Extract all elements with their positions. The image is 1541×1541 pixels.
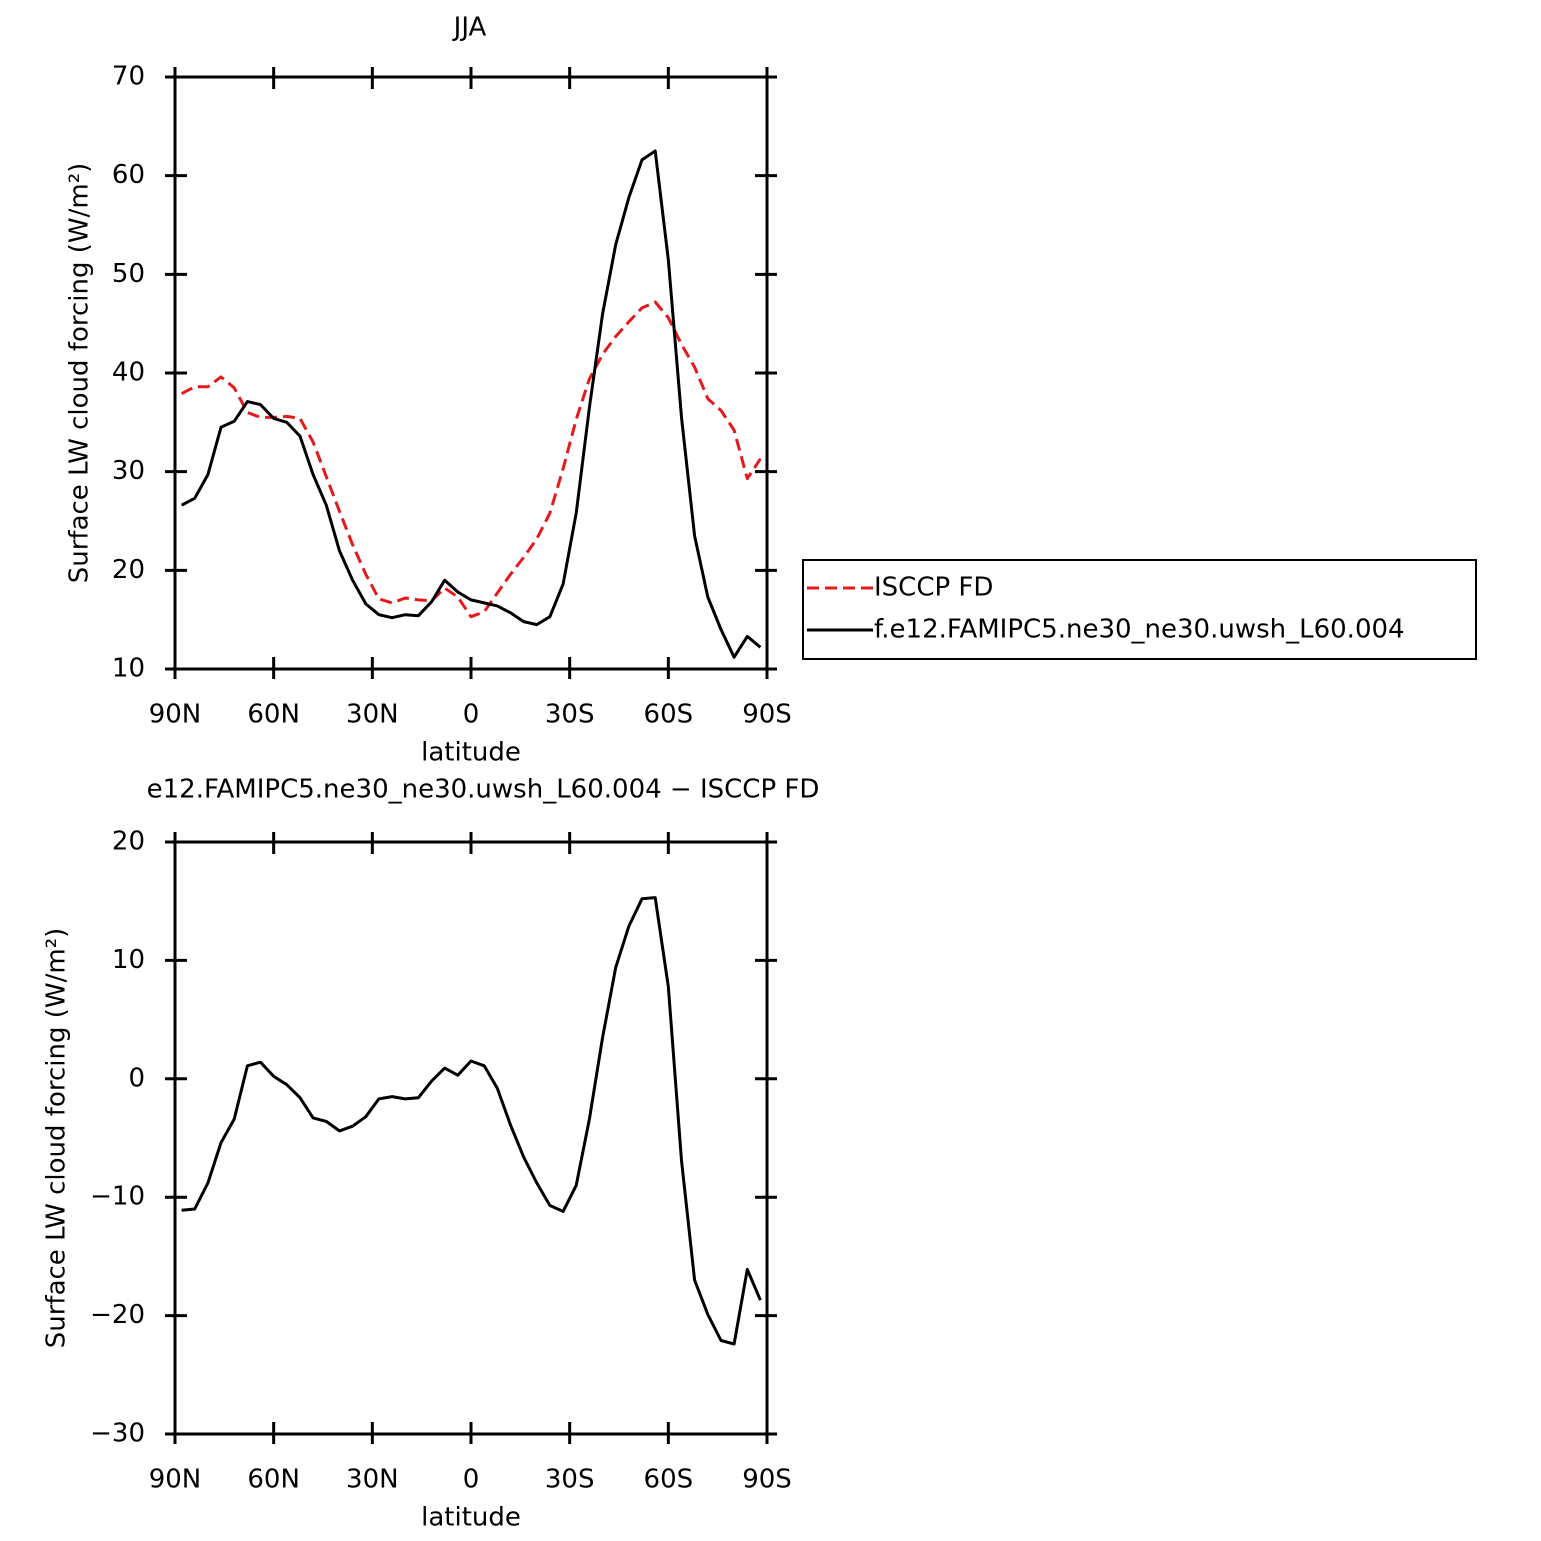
x-tick-label: 90N [149,700,202,730]
y-tick-label: 20 [112,555,145,585]
y-tick-label: 0 [128,1063,145,1093]
x-tick-label: 60N [247,700,300,730]
y-tick-label: 20 [112,827,145,857]
legend-label: f.e12.FAMIPC5.ne30_ne30.uwsh_L60.004 [874,615,1405,645]
data-line [180,300,762,619]
y-tick-label: 50 [112,259,145,289]
x-tick-label: 30S [545,700,595,730]
x-tick-label: 60N [247,1465,300,1495]
y-tick-label: −10 [90,1182,145,1212]
x-axis-label: latitude [421,738,521,768]
x-tick-label: 0 [463,1465,480,1495]
y-tick-label: 60 [112,160,145,190]
y-tick-label: −30 [90,1419,145,1449]
plot-frame [173,840,769,1436]
y-tick-label: 70 [112,62,145,92]
x-tick-label: 30S [545,1465,595,1495]
x-tick-label: 0 [463,700,480,730]
y-tick-label: 40 [112,358,145,388]
x-tick-label: 60S [644,1465,694,1495]
legend-label: ISCCP FD [874,573,993,603]
y-axis-label: Surface LW cloud forcing (W/m²) [42,928,72,1349]
x-tick-label: 60S [644,700,694,730]
data-line [180,149,762,659]
chart-title: e12.FAMIPC5.ne30_ne30.uwsh_L60.004 − ISC… [147,775,820,805]
x-tick-label: 90S [742,1465,792,1495]
y-tick-label: −20 [90,1300,145,1330]
y-tick-label: 10 [112,654,145,684]
legend-box [802,559,1477,660]
x-tick-label: 30N [346,1465,399,1495]
x-axis-label: latitude [421,1503,521,1533]
x-tick-label: 90N [149,1465,202,1495]
data-line [181,896,762,1346]
x-tick-label: 90S [742,700,792,730]
chart-title: JJA [452,13,487,43]
x-tick-label: 30N [346,700,399,730]
y-tick-label: 10 [112,945,145,975]
y-axis-label: Surface LW cloud forcing (W/m²) [65,163,95,584]
y-tick-label: 30 [112,456,145,486]
